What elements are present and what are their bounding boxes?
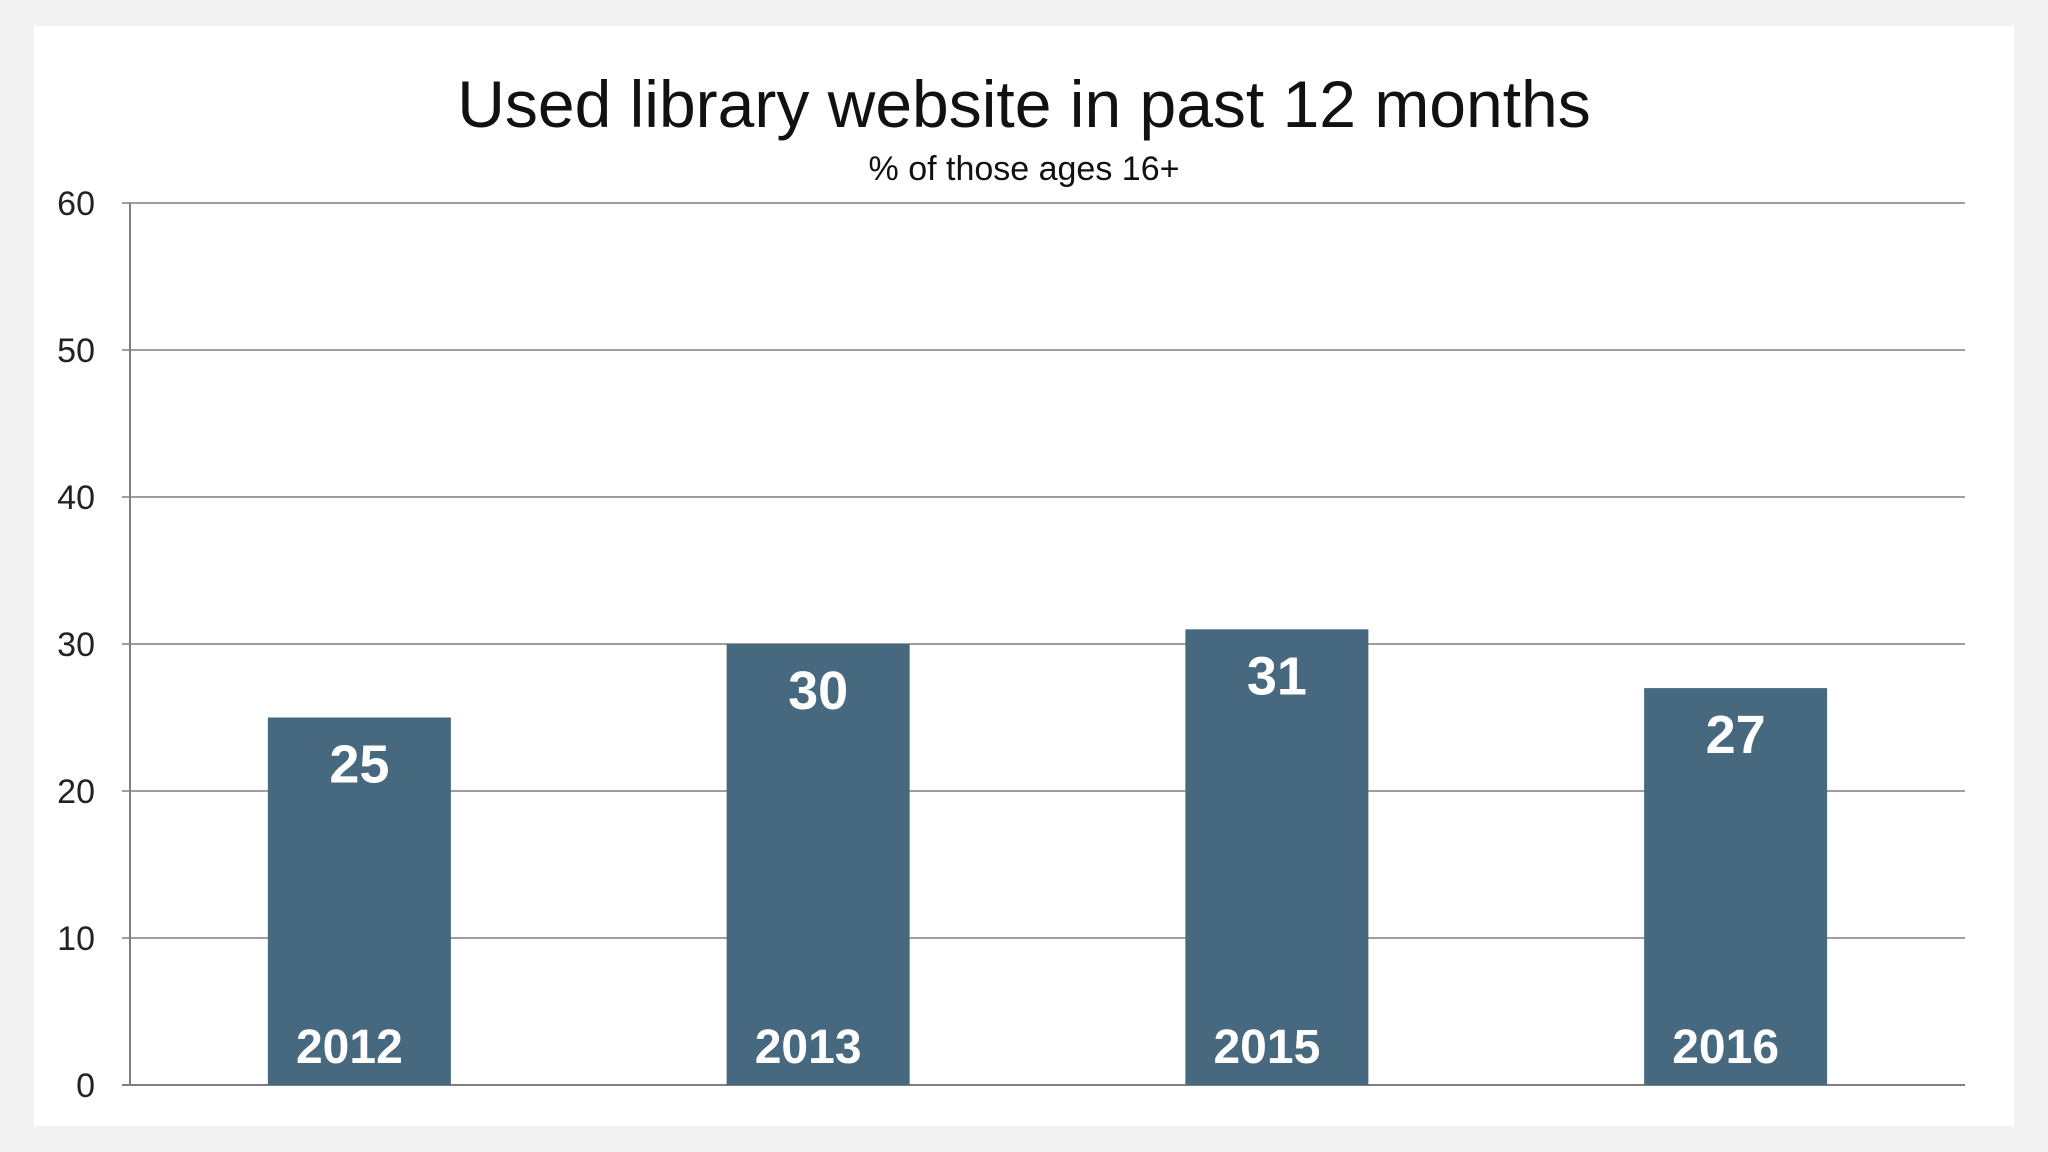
x-category-label-2012: 2012 <box>296 1021 403 1074</box>
x-category-label-2015: 2015 <box>1213 1021 1320 1074</box>
bar-value-label-2013: 30 <box>788 661 848 721</box>
y-tick-label-30: 30 <box>57 626 95 664</box>
y-tick-label-10: 10 <box>57 920 95 958</box>
x-category-label-2016: 2016 <box>1672 1021 1779 1074</box>
y-tick-label-20: 20 <box>57 773 95 811</box>
bar-2016 <box>1644 688 1828 1085</box>
bar-value-label-2015: 31 <box>1247 646 1307 706</box>
bar-value-label-2012: 25 <box>329 735 389 795</box>
y-tick-label-60: 60 <box>57 185 95 223</box>
chart-title: Used library website in past 12 months <box>457 67 1591 141</box>
chart-subtitle: % of those ages 16+ <box>869 150 1180 188</box>
bar-2012 <box>267 717 451 1085</box>
x-category-label-2013: 2013 <box>755 1021 862 1074</box>
y-tick-label-40: 40 <box>57 479 95 517</box>
bar-2013 <box>726 644 910 1085</box>
bar-2015 <box>1185 629 1369 1085</box>
bar-value-label-2016: 27 <box>1706 705 1766 765</box>
y-tick-label-50: 50 <box>57 332 95 370</box>
y-tick-label-0: 0 <box>76 1067 95 1105</box>
